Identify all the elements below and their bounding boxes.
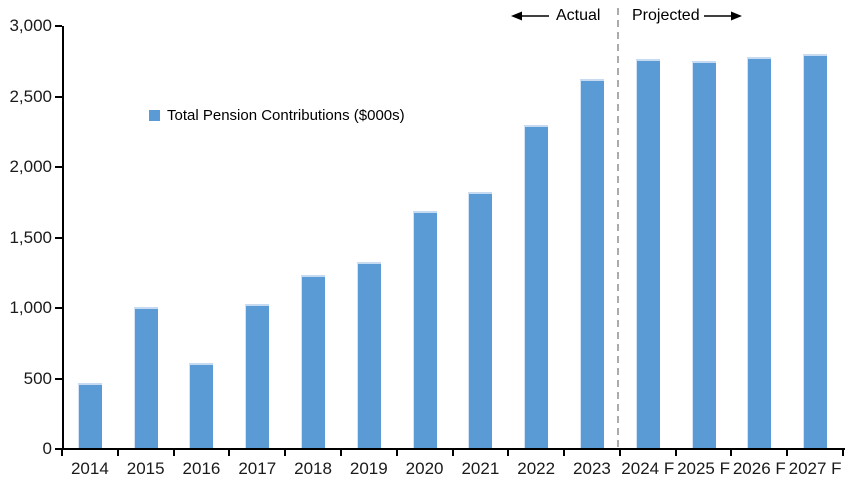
x-axis-tick <box>451 449 454 456</box>
x-axis-category-label: 2018 <box>294 459 332 478</box>
y-axis-tick <box>55 166 62 168</box>
x-axis-category-label: 2017 <box>238 459 277 478</box>
x-axis-category-label: 2020 <box>405 459 444 478</box>
x-axis-tick <box>61 449 63 456</box>
y-axis-tick <box>55 307 62 309</box>
x-axis-tick <box>730 449 733 456</box>
y-axis-tick-label: 1,000 <box>9 298 52 317</box>
x-axis-tick <box>563 449 566 456</box>
x-axis-tick <box>172 449 175 456</box>
y-axis-tick <box>55 377 62 380</box>
arrow-left-icon <box>511 11 549 21</box>
x-axis-line <box>62 448 845 450</box>
arrow-right-icon <box>704 11 742 21</box>
x-axis-category-label: 2023 <box>573 459 611 478</box>
x-axis-tick <box>842 449 844 456</box>
bar-2027-f <box>803 54 828 449</box>
x-axis-tick <box>228 449 231 456</box>
x-axis-tick <box>284 449 287 456</box>
bar-2025-f <box>691 61 716 449</box>
bar-2014 <box>77 382 102 449</box>
y-axis-tick <box>55 25 62 27</box>
y-axis-tick-label: 1,500 <box>9 227 52 247</box>
y-axis-tick-label: 500 <box>23 368 52 388</box>
bar-2017 <box>245 303 270 449</box>
y-axis-line <box>62 26 64 450</box>
x-axis-tick <box>618 449 621 456</box>
bar-2023 <box>579 78 604 449</box>
bar-2015 <box>133 307 158 449</box>
x-axis-tick <box>507 449 510 456</box>
x-axis-tick <box>674 449 677 456</box>
projected-section-label: Projected <box>632 7 700 24</box>
x-axis-category-label: 2016 <box>182 459 221 478</box>
bar-2019 <box>356 262 381 449</box>
x-axis-category-label: 2024 F <box>621 459 675 478</box>
y-axis-tick <box>55 95 62 98</box>
legend-label: Total Pension Contributions ($000s) <box>167 107 405 124</box>
x-axis-tick <box>395 449 398 456</box>
bar-2024-f <box>635 59 660 449</box>
y-axis-tick-label: 2,000 <box>9 157 52 176</box>
y-axis-tick-label: 0 <box>42 439 52 458</box>
actual-projected-divider-line <box>617 8 619 450</box>
x-axis-tick <box>116 449 119 456</box>
bar-2018 <box>301 274 326 449</box>
x-axis-category-label: 2027 F <box>788 459 842 478</box>
bar-2016 <box>189 362 214 449</box>
bar-2021 <box>468 192 493 449</box>
x-axis-category-label: 2022 <box>517 459 556 478</box>
y-axis-tick <box>55 448 62 450</box>
bar-2026-f <box>747 57 772 449</box>
bar-2022 <box>524 125 549 449</box>
x-axis-tick <box>339 449 342 456</box>
x-axis-category-label: 2025 F <box>677 459 730 478</box>
legend: Total Pension Contributions ($000s) <box>149 107 405 124</box>
x-axis-category-label: 2026 F <box>732 459 786 478</box>
x-axis-category-label: 2015 <box>126 459 165 478</box>
x-axis-category-label: 2019 <box>349 459 388 478</box>
x-axis-category-label: 2021 <box>461 459 500 478</box>
y-axis-tick-label: 3,000 <box>9 16 52 35</box>
y-axis-tick <box>55 236 62 239</box>
x-axis-category-label: 2014 <box>70 459 109 478</box>
actual-section-label: Actual <box>556 7 601 24</box>
x-axis-tick <box>786 449 789 456</box>
bar-2020 <box>412 210 437 449</box>
y-axis-tick-label: 2,500 <box>9 86 52 106</box>
legend-marker-icon <box>149 110 160 121</box>
